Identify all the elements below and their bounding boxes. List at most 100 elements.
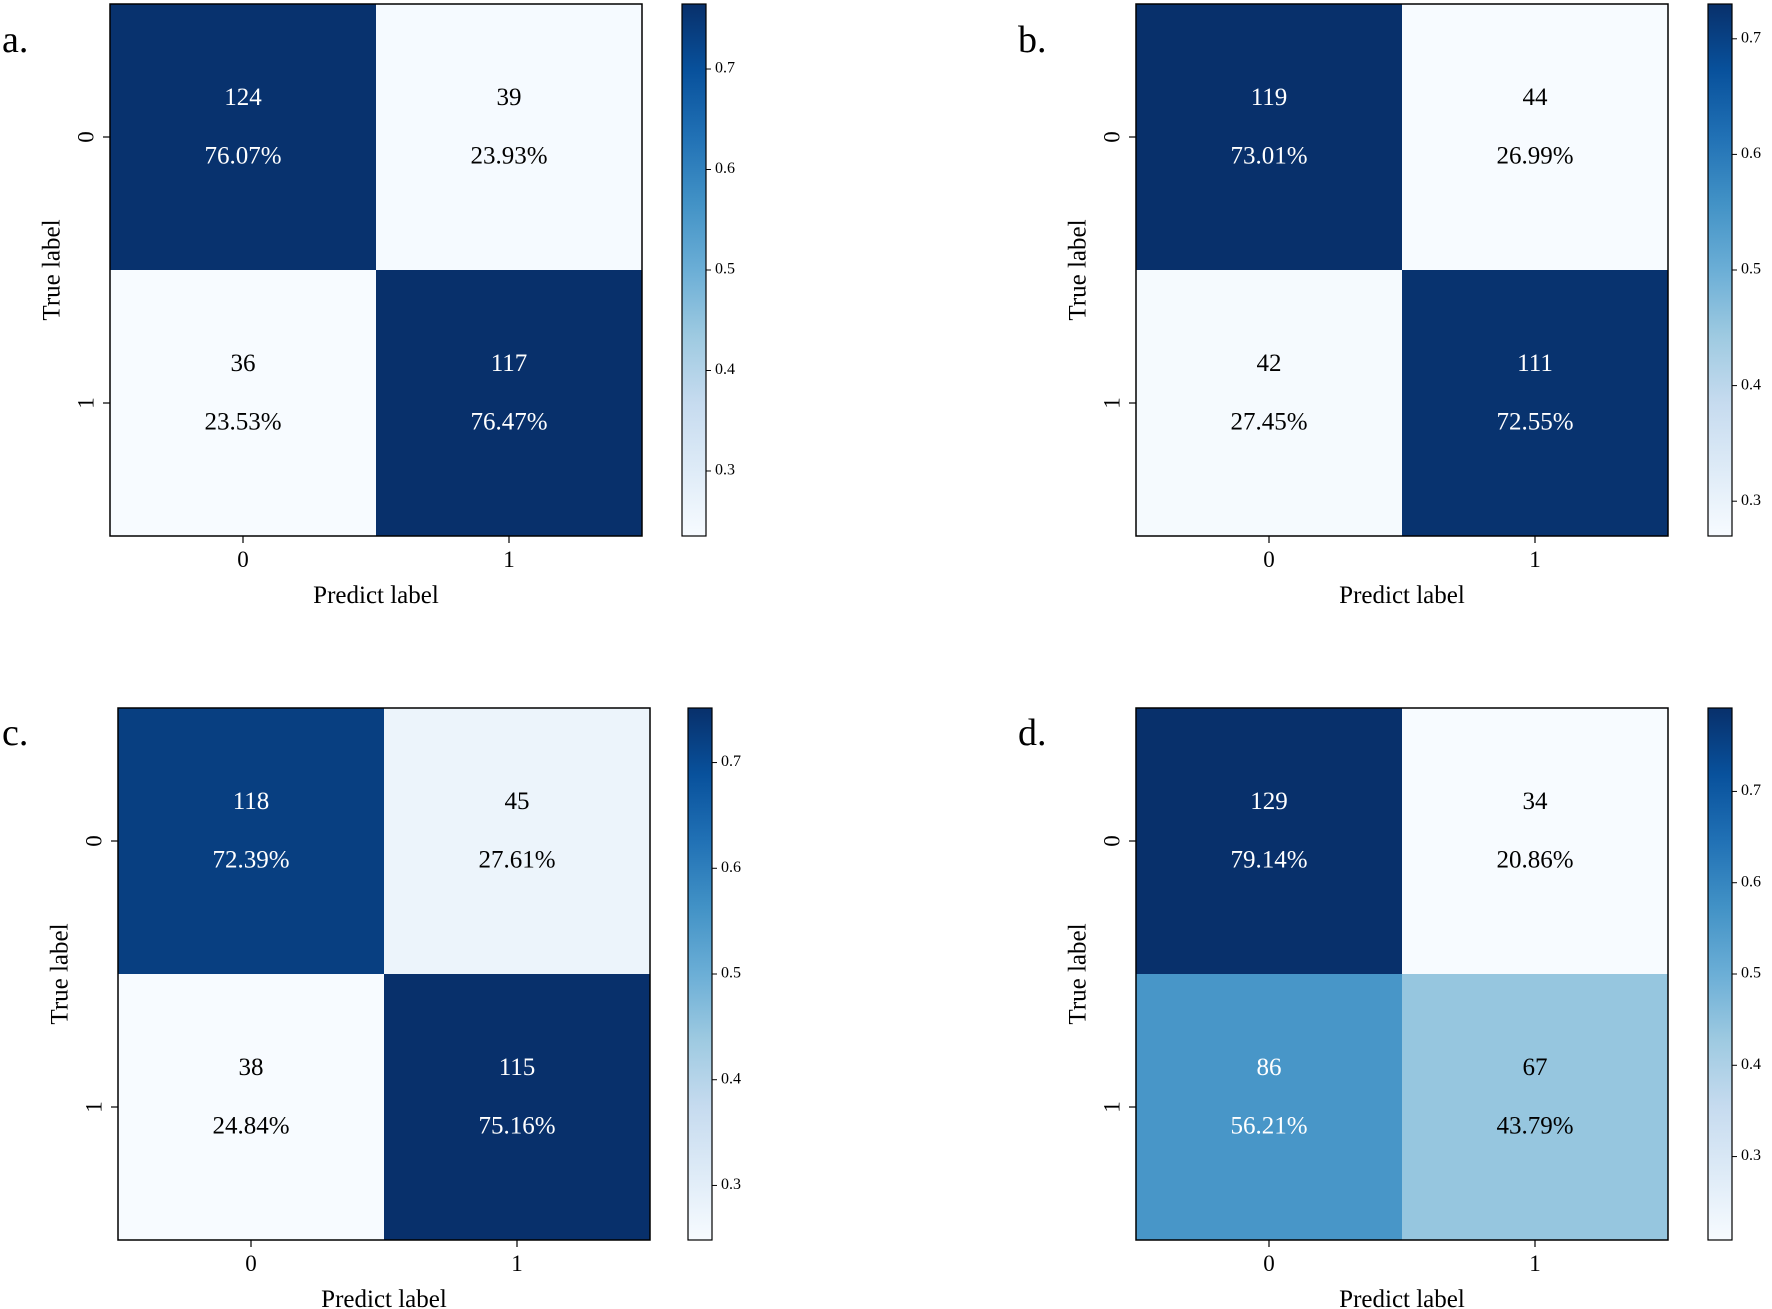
cell-percent: 24.84% (212, 1113, 289, 1140)
y-axis-label: True label (1065, 923, 1092, 1024)
x-tick-label: 0 (1263, 547, 1275, 572)
x-axis-label: Predict label (1339, 582, 1465, 609)
x-tick-label: 0 (245, 1251, 257, 1276)
cell-count: 129 (1250, 788, 1288, 815)
cell-count: 67 (1523, 1054, 1548, 1081)
colorbar-tick-label: 0.4 (721, 1070, 741, 1087)
matrix-cell (1136, 270, 1402, 536)
cell-count: 44 (1523, 84, 1549, 111)
colorbar-tick-label: 0.5 (721, 965, 741, 982)
cell-count: 117 (491, 350, 528, 377)
matrix-cell (1136, 708, 1402, 974)
matrix-cell (1402, 4, 1668, 270)
y-tick-label: 0 (81, 835, 106, 847)
matrix-frame (1135, 707, 1669, 1241)
y-axis-label: True label (47, 923, 74, 1024)
cell-percent: 76.47% (470, 409, 547, 436)
colorbar-tick-label: 0.6 (1741, 145, 1761, 162)
x-axis-label: Predict label (313, 582, 439, 609)
x-tick-label: 0 (237, 547, 249, 572)
colorbar-tick-label: 0.3 (721, 1176, 741, 1193)
colorbar-tick-label: 0.4 (1741, 1056, 1761, 1073)
y-tick-label: 1 (1099, 397, 1124, 409)
cell-percent: 23.53% (204, 409, 281, 436)
matrix-cell (376, 270, 642, 536)
matrix-cell (384, 974, 650, 1240)
cell-count: 86 (1257, 1054, 1282, 1081)
cell-count: 38 (239, 1054, 264, 1081)
cell-count: 124 (224, 84, 262, 111)
colorbar-tick-label: 0.6 (715, 160, 735, 177)
colorbar-tick-label: 0.7 (721, 753, 741, 770)
cell-count: 36 (231, 350, 256, 377)
matrix-cell (1136, 974, 1402, 1240)
matrix-cell (1136, 4, 1402, 270)
colorbar-tick-label: 0.7 (1741, 782, 1761, 799)
matrix-cell (1402, 708, 1668, 974)
colorbar-tick-label: 0.3 (715, 462, 735, 479)
panel-b: b. 119 73.01% 44 26.99% 42 27.45% 111 72.55% 0 1 0 1… (1018, 3, 1761, 609)
colorbar (1707, 707, 1733, 1241)
matrix-cell (110, 270, 376, 536)
matrix-cell (118, 708, 384, 974)
cell-percent: 43.79% (1496, 1113, 1573, 1140)
colorbar-tick-label: 0.4 (715, 361, 735, 378)
colorbar (1707, 3, 1733, 537)
colorbar-tick-label: 0.3 (1741, 492, 1761, 509)
x-tick-label: 1 (511, 1251, 523, 1276)
colorbar-tick-label: 0.4 (1741, 376, 1761, 393)
cell-count: 39 (497, 84, 522, 111)
matrix-cell (118, 974, 384, 1240)
panel-c: c. 118 72.39% 45 27.61% 38 24.84% 115 75.16% 0 1 0 1… (2, 707, 741, 1309)
cell-percent: 75.16% (478, 1113, 555, 1140)
y-tick-label: 1 (73, 397, 98, 409)
cell-percent: 73.01% (1230, 143, 1307, 170)
cell-count: 45 (505, 788, 530, 815)
cell-count: 111 (1517, 350, 1553, 377)
y-tick-label: 0 (1099, 131, 1124, 143)
colorbar-tick-label: 0.6 (1741, 873, 1761, 890)
x-axis-label: Predict label (321, 1286, 447, 1309)
matrix-cell (384, 708, 650, 974)
cell-percent: 76.07% (204, 143, 281, 170)
matrix-frame (117, 707, 651, 1241)
cell-percent: 23.93% (470, 143, 547, 170)
panel-letter: c. (2, 712, 28, 754)
cell-count: 34 (1523, 788, 1549, 815)
matrix-cell (376, 4, 642, 270)
colorbar-tick-label: 0.7 (1741, 29, 1761, 46)
x-tick-label: 0 (1263, 1251, 1275, 1276)
y-axis-label: True label (39, 219, 66, 320)
cell-percent: 20.86% (1496, 847, 1573, 874)
colorbar (681, 3, 707, 537)
cell-percent: 27.61% (478, 847, 555, 874)
y-tick-label: 0 (73, 131, 98, 143)
colorbar-tick-label: 0.5 (715, 261, 735, 278)
cell-count: 118 (233, 788, 270, 815)
x-tick-label: 1 (1529, 1251, 1541, 1276)
colorbar (687, 707, 713, 1241)
matrix-cell (1402, 270, 1668, 536)
matrix-frame (109, 3, 643, 537)
cell-count: 119 (1251, 84, 1288, 111)
colorbar-tick-label: 0.3 (1741, 1147, 1761, 1164)
cell-percent: 26.99% (1496, 143, 1573, 170)
x-tick-label: 1 (503, 547, 515, 572)
y-tick-label: 1 (1099, 1101, 1124, 1113)
y-tick-label: 1 (81, 1101, 106, 1113)
cell-percent: 72.39% (212, 847, 289, 874)
matrix-cell (110, 4, 376, 270)
panel-letter: d. (1018, 712, 1047, 754)
colorbar-tick-label: 0.6 (721, 859, 741, 876)
panel-letter: a. (2, 19, 28, 61)
cell-count: 115 (499, 1054, 536, 1081)
cell-percent: 72.55% (1496, 409, 1573, 436)
colorbar-tick-label: 0.5 (1741, 965, 1761, 982)
cell-percent: 79.14% (1230, 847, 1307, 874)
panel-a: a. 124 76.07% 39 23.93% 36 23.53% 117 76.47% 0 1 0 1… (2, 3, 735, 609)
panel-d: d. 129 79.14% 34 20.86% 86 56.21% 67 43.79% 0 1 0 1 P… (1018, 707, 1761, 1309)
panel-letter: b. (1018, 19, 1047, 61)
matrix-cell (1402, 974, 1668, 1240)
x-axis-label: Predict label (1339, 1286, 1465, 1309)
